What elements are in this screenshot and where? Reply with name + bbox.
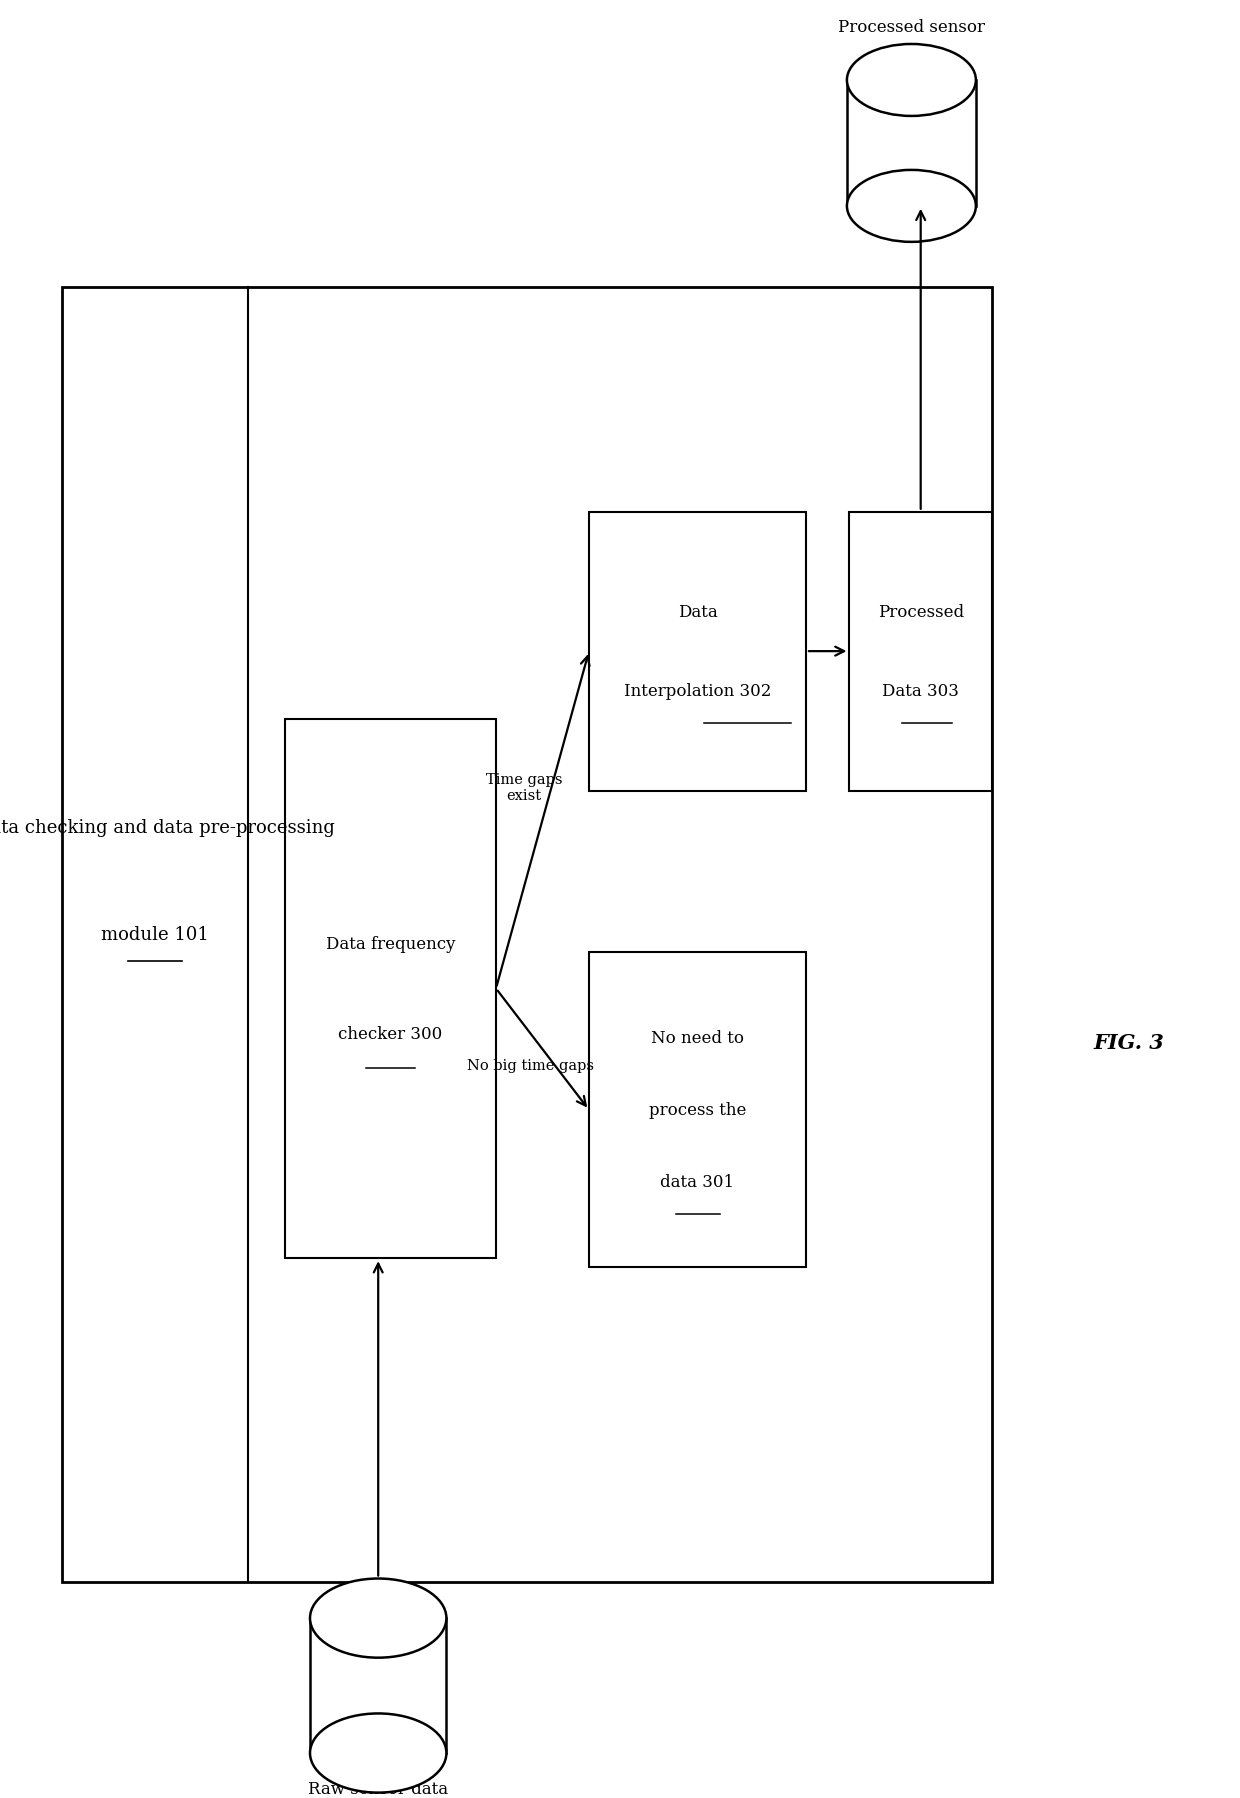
FancyBboxPatch shape <box>589 512 806 791</box>
Text: No need to: No need to <box>651 1030 744 1046</box>
Text: process the: process the <box>649 1102 746 1118</box>
Text: Processed: Processed <box>878 604 963 620</box>
Text: Data 303: Data 303 <box>883 683 959 699</box>
Ellipse shape <box>847 171 976 243</box>
FancyBboxPatch shape <box>589 953 806 1268</box>
FancyBboxPatch shape <box>285 719 496 1259</box>
Bar <box>310 1618 446 1753</box>
FancyBboxPatch shape <box>62 288 992 1582</box>
Text: module 101: module 101 <box>102 926 208 944</box>
Text: Raw sensor data: Raw sensor data <box>308 1780 449 1796</box>
Ellipse shape <box>310 1579 446 1658</box>
Bar <box>847 81 976 207</box>
Text: Data: Data <box>677 604 718 620</box>
Text: Time gaps
exist: Time gaps exist <box>486 771 562 802</box>
Ellipse shape <box>847 45 976 117</box>
Text: checker 300: checker 300 <box>339 1025 443 1043</box>
Text: data 301: data 301 <box>661 1174 734 1190</box>
Text: Data frequency: Data frequency <box>326 935 455 953</box>
Text: Interpolation 302: Interpolation 302 <box>624 683 771 699</box>
FancyBboxPatch shape <box>849 512 992 791</box>
Text: Processed sensor: Processed sensor <box>838 20 985 36</box>
Ellipse shape <box>310 1713 446 1793</box>
Text: No big time gaps: No big time gaps <box>466 1059 594 1073</box>
Text: FIG. 3: FIG. 3 <box>1092 1032 1164 1054</box>
Text: Data checking and data pre-processing: Data checking and data pre-processing <box>0 818 335 836</box>
